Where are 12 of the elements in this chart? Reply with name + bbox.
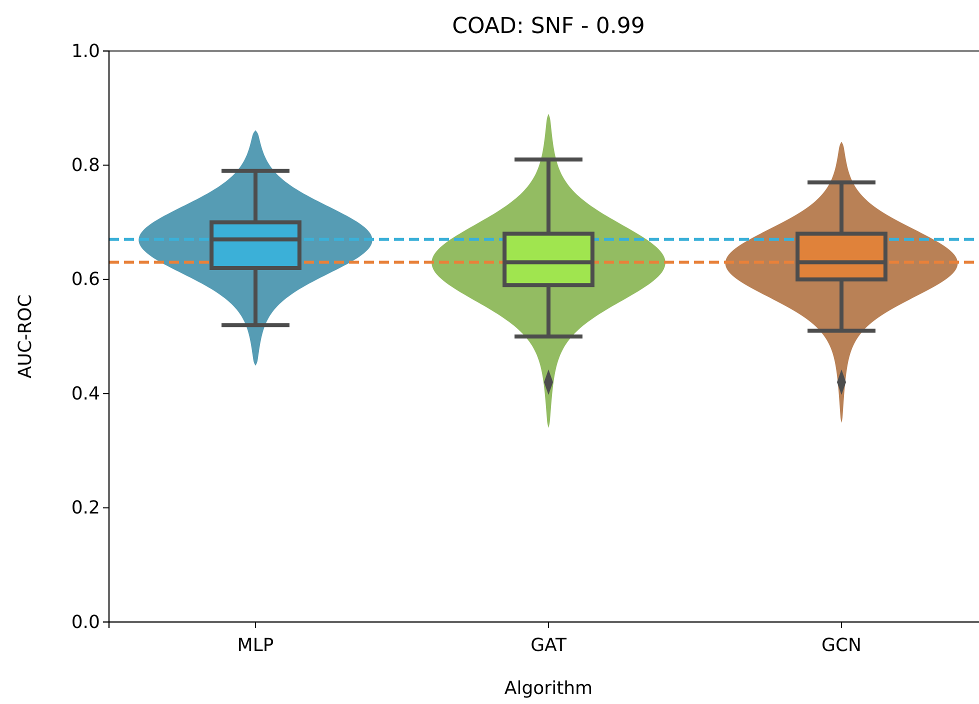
y-tick-label: 0.6: [71, 269, 100, 290]
x-tick-label: GCN: [822, 634, 862, 656]
y-tick-label: 1.0: [71, 40, 100, 62]
y-tick-label: 0.4: [71, 383, 100, 404]
chart-title: COAD: SNF - 0.99: [452, 14, 645, 39]
y-axis-title: AUC-ROC: [15, 294, 36, 378]
x-tick-label: GAT: [530, 634, 568, 656]
x-tick-label: MLP: [237, 634, 274, 656]
y-tick-label: 0.8: [71, 154, 100, 176]
x-axis-title: Algorithm: [504, 678, 593, 699]
y-tick-label: 0.0: [71, 612, 100, 633]
y-tick-label: 0.2: [71, 498, 100, 519]
